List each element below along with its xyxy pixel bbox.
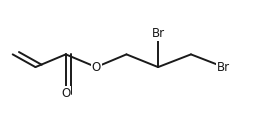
Text: Br: Br xyxy=(217,61,230,74)
Text: O: O xyxy=(92,61,101,74)
Text: Br: Br xyxy=(151,27,165,40)
Text: O: O xyxy=(61,87,70,100)
